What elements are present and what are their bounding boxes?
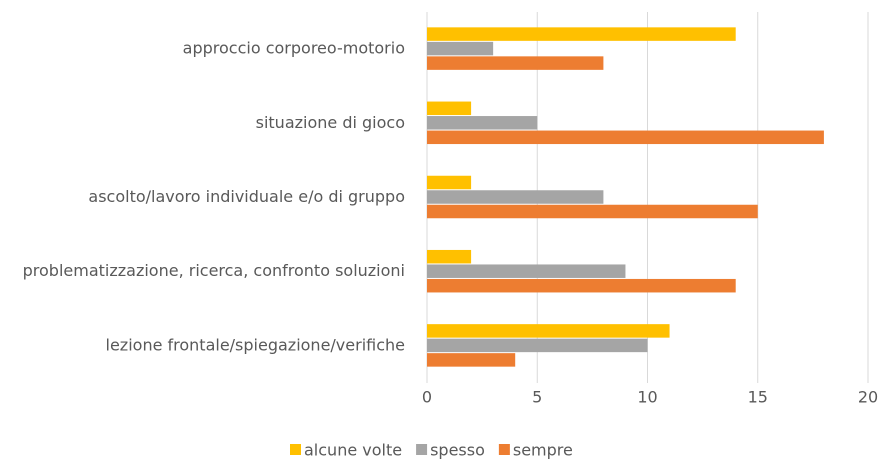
bar (427, 130, 824, 145)
bar (427, 353, 516, 367)
bar (427, 204, 758, 219)
x-tick-label: 0 (422, 388, 432, 407)
bar (427, 264, 626, 278)
y-tick-label: problematizzazione, ricerca, confronto s… (23, 261, 405, 280)
bar (427, 324, 670, 338)
y-tick-label: ascolto/lavoro individuale e/o di gruppo (88, 187, 405, 206)
legend-label: spesso (430, 441, 485, 460)
legend-label: sempre (513, 441, 573, 460)
bar (427, 56, 604, 70)
bar (427, 175, 472, 190)
y-tick-label: situazione di gioco (256, 113, 405, 132)
legend-swatch (416, 444, 428, 455)
bar (427, 190, 604, 204)
x-tick-label: 15 (748, 388, 768, 407)
legend-label: alcune volte (304, 441, 402, 460)
y-tick-label: lezione frontale/spiegazione/verifiche (106, 335, 405, 354)
bar (427, 27, 736, 41)
bar (427, 278, 736, 293)
x-tick-label: 10 (637, 388, 657, 407)
bar (427, 249, 472, 264)
legend-swatch (290, 444, 301, 455)
bar (427, 101, 472, 116)
legend-swatch (498, 444, 510, 455)
bar (427, 116, 538, 130)
x-tick-label: 5 (532, 388, 542, 407)
x-tick-label: 20 (858, 388, 878, 407)
bar (427, 338, 648, 353)
bar (427, 41, 494, 56)
y-tick-label: approccio corporeo-motorio (183, 39, 405, 58)
